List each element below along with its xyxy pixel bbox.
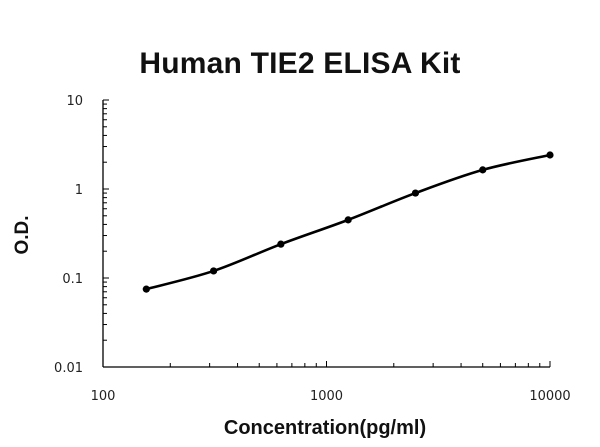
data-point-marker bbox=[344, 216, 352, 224]
x-tick-label: 1000 bbox=[310, 389, 343, 404]
y-tick-label: 0.1 bbox=[62, 272, 83, 287]
axes bbox=[102, 99, 551, 368]
x-tick-label: 10000 bbox=[529, 389, 570, 404]
x-tick-label: 100 bbox=[91, 389, 116, 404]
data-point-marker bbox=[142, 285, 150, 293]
data-point-marker bbox=[277, 240, 285, 248]
data-point-marker bbox=[479, 166, 487, 174]
y-tick-label: 0.01 bbox=[54, 361, 83, 376]
chart-title: Human TIE2 ELISA Kit bbox=[139, 47, 461, 80]
data-point-marker bbox=[209, 267, 218, 275]
data-series bbox=[142, 151, 554, 293]
y-tick-label: 10 bbox=[66, 94, 83, 109]
data-point-marker bbox=[546, 151, 554, 159]
x-axis-label: Concentration(pg/ml) bbox=[223, 417, 427, 439]
tick-labels: 10 1 0.1 0.01 100 1000 10000 bbox=[54, 94, 571, 404]
data-point-marker bbox=[411, 189, 420, 197]
y-tick-label: 1 bbox=[75, 183, 83, 198]
